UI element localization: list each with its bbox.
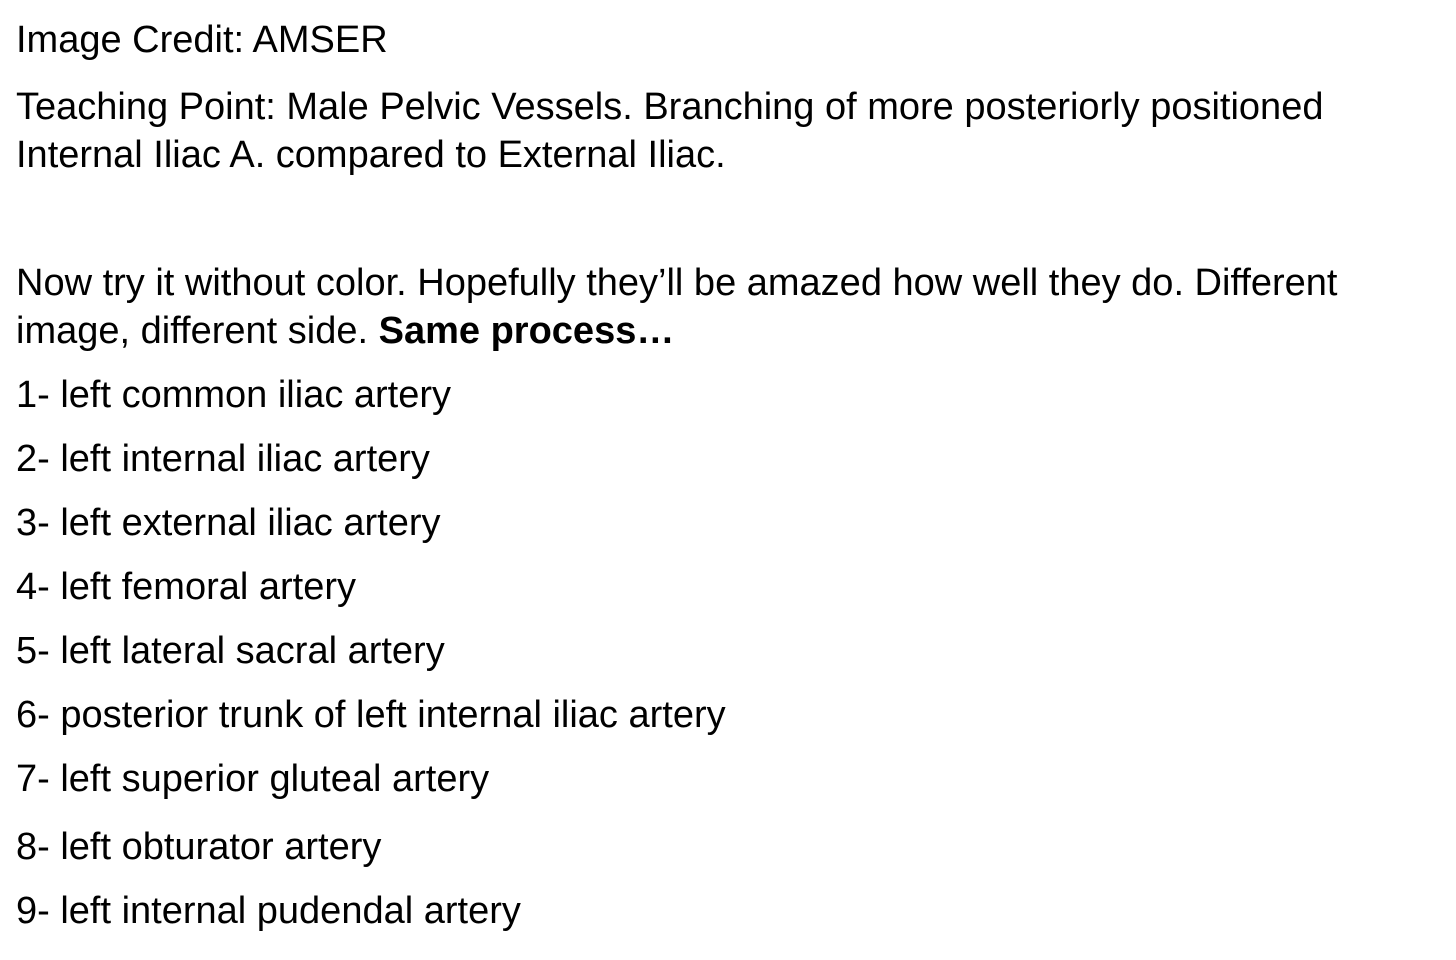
label-item-4: 4- left femoral artery <box>16 566 356 608</box>
label-item-1: 1- left common iliac artery <box>16 374 452 416</box>
teaching-point-line-1: Teaching Point: Male Pelvic Vessels. Bra… <box>16 86 1324 128</box>
label-item-2: 2- left internal iliac artery <box>16 438 430 480</box>
same-process-emphasis: Same process… <box>378 310 675 352</box>
image-credit: Image Credit: AMSER <box>16 19 388 61</box>
instructions-text: image, different side. <box>16 310 379 352</box>
label-item-6: 6- posterior trunk of left internal ilia… <box>16 694 726 736</box>
label-item-5: 5- left lateral sacral artery <box>16 630 445 672</box>
teaching-point-line-2: Internal Iliac A. compared to External I… <box>16 134 726 176</box>
label-item-9: 9- left internal pudendal artery <box>16 890 521 932</box>
instructions-line-2: image, different side. Same process… <box>16 307 674 355</box>
label-item-7: 7- left superior gluteal artery <box>16 758 490 800</box>
instructions-line-1: Now try it without color. Hopefully they… <box>16 262 1338 304</box>
label-item-8: 8- left obturator artery <box>16 826 382 868</box>
label-item-3: 3- left external iliac artery <box>16 502 441 544</box>
